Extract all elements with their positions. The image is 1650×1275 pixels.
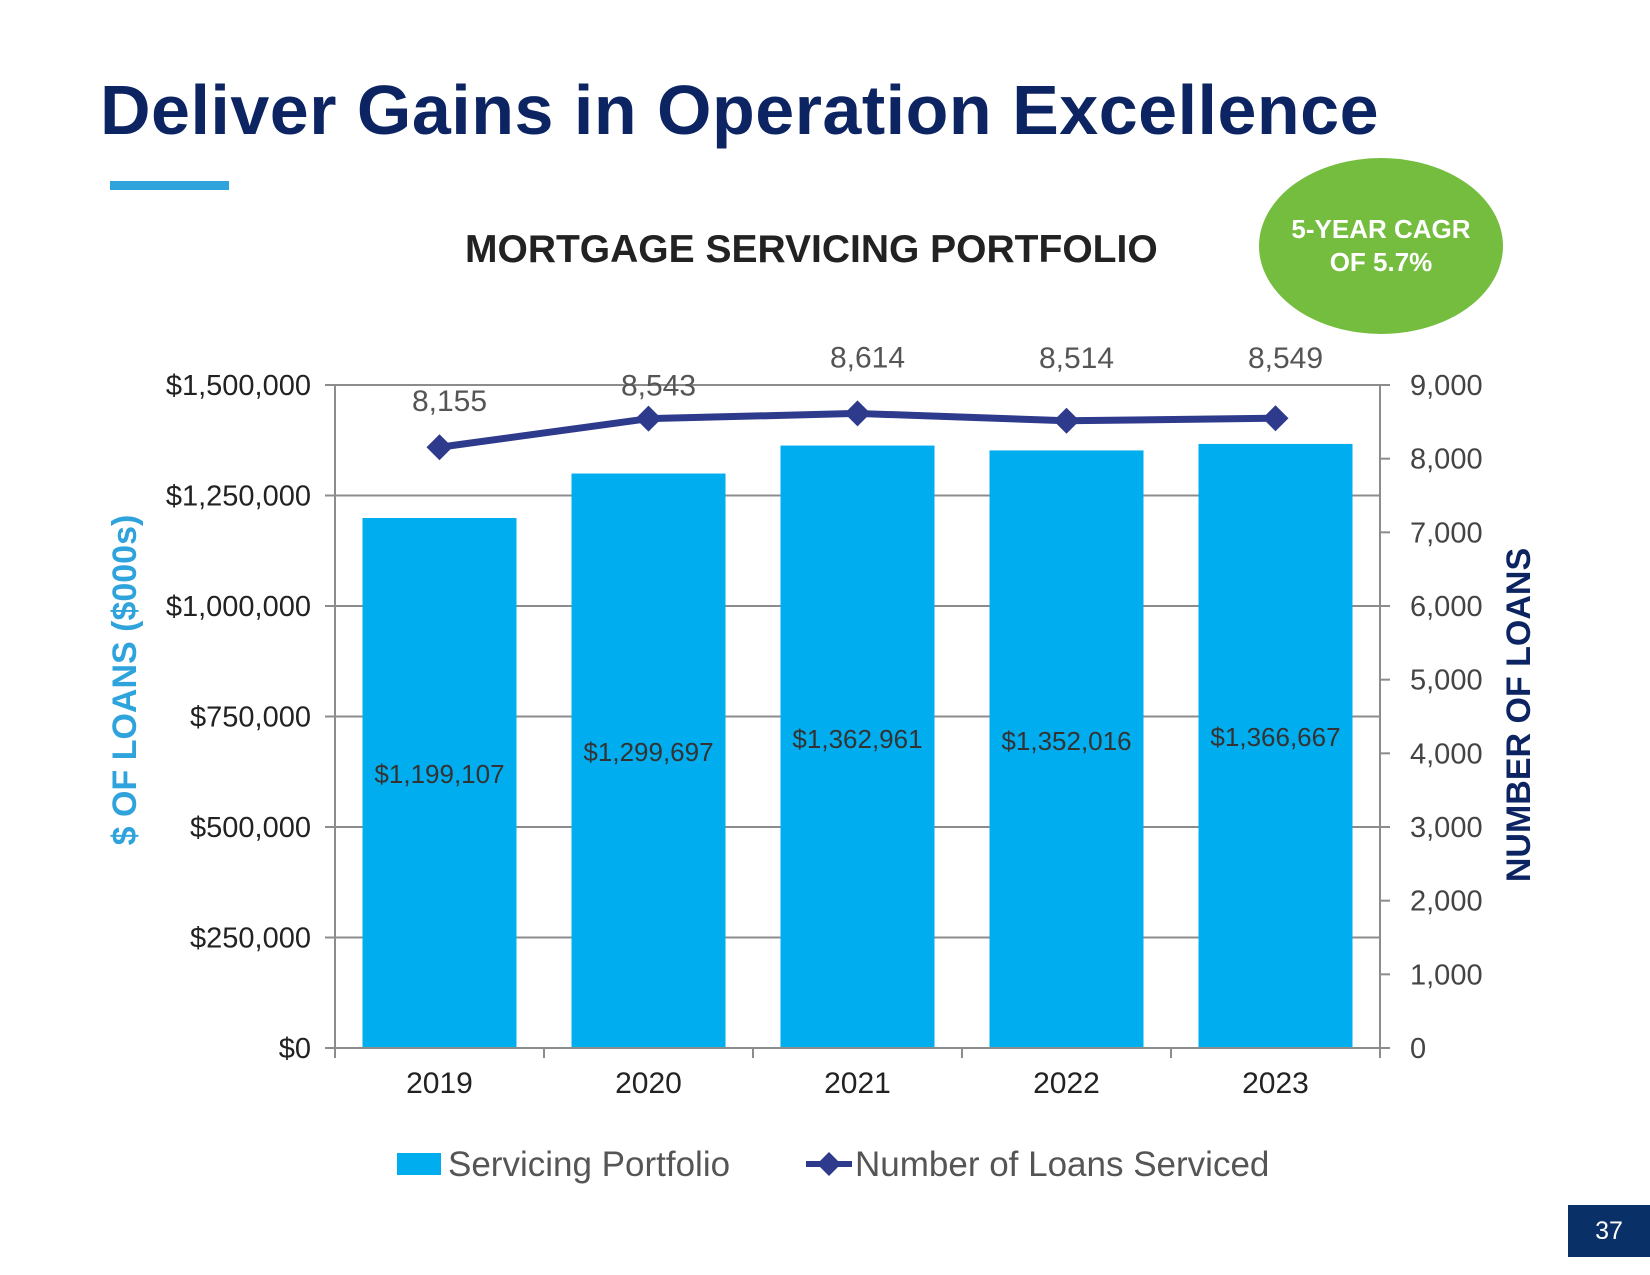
bar-label-2021: $1,362,961: [792, 724, 922, 754]
right-tick-label: 6,000: [1410, 591, 1483, 623]
right-tick-label: 2,000: [1410, 886, 1483, 918]
bar-2022: [989, 450, 1144, 1048]
line-label-2019: 8,155: [412, 385, 487, 418]
x-tick-label: 2023: [1242, 1067, 1309, 1100]
bar-series: [362, 443, 1353, 1048]
right-tick-label: 1,000: [1410, 959, 1483, 991]
bar-2023: [1198, 443, 1353, 1048]
cagr-badge-line1: 5-YEAR CAGR: [1291, 214, 1471, 244]
right-tick-label: 9,000: [1410, 370, 1483, 402]
x-tick-label: 2020: [615, 1067, 682, 1100]
axes: [325, 384, 1390, 1058]
cagr-badge-line2: OF 5.7%: [1329, 247, 1433, 277]
left-axis-label: $ OF LOANS ($000s): [106, 515, 144, 846]
bar-label-2019: $1,199,107: [374, 759, 504, 789]
bar-2021: [780, 445, 935, 1048]
x-tick-label: 2019: [406, 1067, 473, 1100]
chart-title: MORTGAGE SERVICING PORTFOLIO: [465, 228, 1158, 271]
cagr-badge: 5-YEAR CAGR OF 5.7%: [1259, 158, 1503, 334]
line-marker-2021: [844, 400, 871, 427]
line-label-2021: 8,614: [830, 341, 905, 374]
line-marker-2022: [1053, 407, 1080, 434]
bar-label-2022: $1,352,016: [1001, 726, 1131, 756]
right-axis-ticks: 0 1,000 2,000 3,000 4,000 5,000 6,000 7,000 8,00…: [1410, 370, 1483, 1065]
right-tick-label: 0: [1410, 1033, 1426, 1065]
right-axis-label: NUMBER OF LOANS: [1500, 548, 1538, 882]
left-tick-label: $500,000: [190, 812, 311, 844]
left-axis-ticks: $0 $250,000 $500,000 $750,000 $1,000,000 $1,2…: [166, 370, 311, 1065]
legend: Servicing Portfolio Number of Loans Serv…: [397, 1145, 1269, 1184]
left-tick-label: $0: [279, 1033, 311, 1065]
line-label-2023: 8,549: [1248, 342, 1323, 375]
line-marker-2019: [426, 434, 453, 461]
title-accent-rule: [110, 181, 229, 190]
line-marker-2020: [635, 405, 662, 432]
line-label-2020: 8,543: [621, 370, 696, 403]
legend-bar-label: Servicing Portfolio: [448, 1145, 730, 1184]
right-tick-label: 8,000: [1410, 444, 1483, 476]
line-data-labels: 8,155 8,543 8,614 8,514 8,549: [412, 341, 1323, 418]
bar-label-2020: $1,299,697: [583, 737, 713, 767]
right-tick-label: 3,000: [1410, 812, 1483, 844]
line-marker-2023: [1262, 405, 1289, 432]
legend-line-marker: [817, 1152, 841, 1176]
x-tick-label: 2021: [824, 1067, 891, 1100]
bar-2019: [362, 517, 517, 1048]
left-tick-label: $250,000: [190, 923, 311, 955]
x-tick-label: 2022: [1033, 1067, 1100, 1100]
line-series: [426, 400, 1289, 461]
bar-data-labels: $1,199,107 $1,299,697 $1,362,961 $1,352,016…: [374, 722, 1340, 789]
left-tick-label: $1,250,000: [166, 481, 311, 513]
bar-label-2023: $1,366,667: [1210, 722, 1340, 752]
x-axis-ticks: 2019 2020 2021 2022 2023: [406, 1067, 1309, 1100]
right-tick-label: 4,000: [1410, 738, 1483, 770]
page-number: 37: [1568, 1205, 1650, 1257]
left-tick-label: $1,000,000: [166, 591, 311, 623]
right-tick-label: 7,000: [1410, 517, 1483, 549]
line-label-2022: 8,514: [1039, 342, 1114, 375]
slide-title: Deliver Gains in Operation Excellence: [100, 71, 1380, 149]
legend-line-label: Number of Loans Serviced: [855, 1145, 1269, 1184]
legend-bar-swatch: [397, 1153, 441, 1175]
right-tick-label: 5,000: [1410, 665, 1483, 697]
left-tick-label: $1,500,000: [166, 370, 311, 402]
bar-2020: [571, 473, 726, 1048]
left-tick-label: $750,000: [190, 702, 311, 734]
